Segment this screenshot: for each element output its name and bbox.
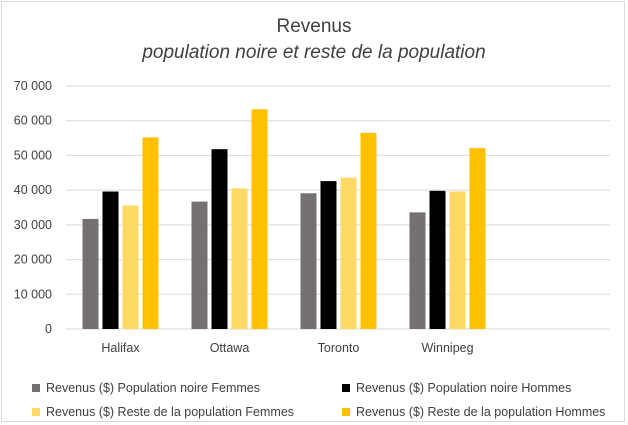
bar (231, 188, 248, 329)
bar (360, 132, 377, 329)
bar (122, 205, 139, 329)
bar (409, 212, 426, 329)
y-tick-label: 10 000 (14, 287, 52, 301)
x-tick-label: Halifax (101, 341, 140, 355)
bar (300, 193, 317, 329)
bar (142, 137, 159, 329)
y-tick-label: 40 000 (14, 183, 52, 197)
bar (102, 191, 119, 329)
bar (320, 181, 337, 329)
chart-title: Revenus (276, 16, 352, 37)
bar (82, 218, 99, 329)
bar (251, 109, 268, 329)
y-tick-label: 50 000 (14, 148, 52, 162)
y-tick-label: 0 (45, 322, 52, 336)
bar (191, 201, 208, 329)
bar (211, 149, 228, 329)
x-tick-label: Ottawa (210, 341, 250, 355)
bar (340, 177, 357, 329)
y-tick-label: 70 000 (14, 79, 52, 93)
bar (469, 148, 486, 329)
chart-subtitle: population noire et reste de la populati… (142, 42, 486, 63)
bar (429, 190, 446, 329)
y-tick-label: 30 000 (14, 218, 52, 232)
y-tick-label: 20 000 (14, 253, 52, 267)
x-tick-label: Winnipeg (421, 341, 473, 355)
bar (449, 191, 466, 329)
y-tick-label: 60 000 (14, 114, 52, 128)
x-tick-label: Toronto (318, 341, 360, 355)
